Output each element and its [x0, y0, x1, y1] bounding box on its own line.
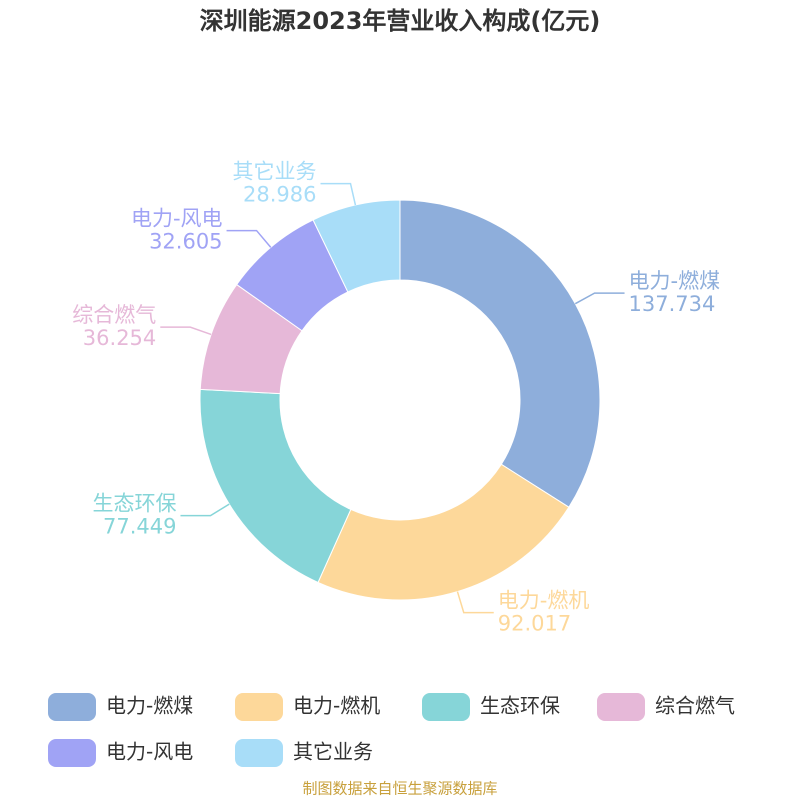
legend-label: 综合燃气: [655, 694, 735, 718]
legend-swatch: [235, 739, 283, 767]
donut-segment: [399, 199, 601, 508]
data-label-value: 137.734: [629, 292, 716, 316]
legend-label: 电力-风电: [106, 740, 193, 764]
source-note: 制图数据来自恒生聚源数据库: [302, 780, 497, 798]
data-label-value: 92.017: [498, 612, 571, 636]
legend-label: 电力-燃煤: [106, 694, 193, 718]
legend-swatch: [235, 693, 283, 721]
leader-line: [180, 503, 230, 517]
leader-line: [320, 182, 357, 206]
legend-label: 生态环保: [480, 694, 560, 718]
data-label-name: 电力-风电: [131, 207, 223, 231]
data-label-value: 28.986: [243, 183, 316, 207]
leader-line: [226, 229, 272, 248]
donut-segment: [312, 199, 401, 293]
legend-swatch: [597, 693, 645, 721]
data-label-name: 电力-燃机: [498, 589, 590, 613]
legend-swatch: [48, 693, 96, 721]
legend-label: 电力-燃机: [293, 694, 380, 718]
legend-label: 其它业务: [293, 740, 373, 764]
chart-title: 深圳能源2023年营业收入构成(亿元): [200, 7, 601, 35]
donut-segment: [199, 388, 352, 584]
donut-segment: [317, 463, 570, 601]
leader-line: [456, 591, 494, 614]
leader-line: [574, 292, 625, 305]
leader-line: [160, 326, 212, 336]
legend-swatch: [48, 739, 96, 767]
data-label-name: 电力-燃煤: [629, 269, 721, 293]
legend-swatch: [422, 693, 470, 721]
data-label-name: 综合燃气: [72, 303, 156, 327]
data-label-value: 36.254: [83, 326, 156, 350]
data-label-value: 32.605: [149, 230, 222, 254]
data-label-name: 其它业务: [233, 160, 317, 184]
data-label-name: 生态环保: [92, 492, 176, 516]
data-label-value: 77.449: [103, 515, 176, 539]
